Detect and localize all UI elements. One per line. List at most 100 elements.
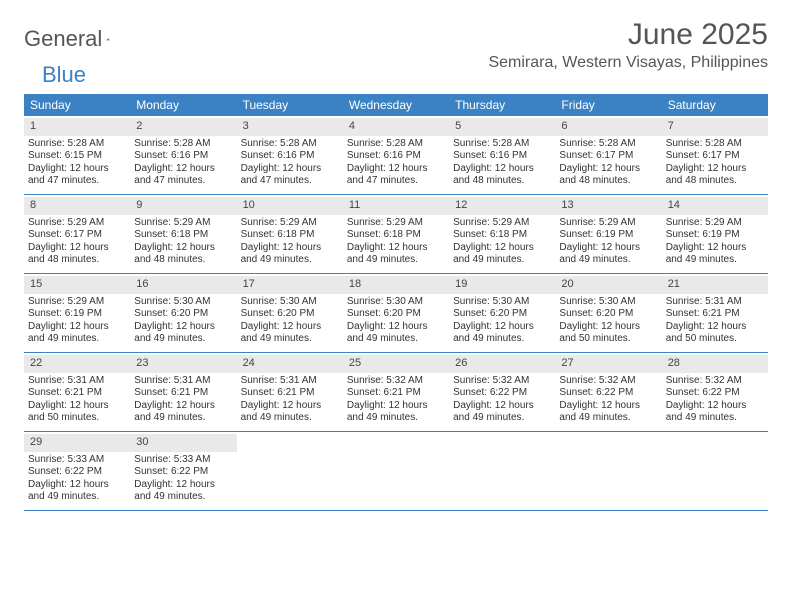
day-day2: and 47 minutes. xyxy=(347,175,445,188)
day-day2: and 48 minutes. xyxy=(453,175,551,188)
day-day2: and 49 minutes. xyxy=(666,254,764,267)
day-cell-blank xyxy=(662,432,768,510)
day-number: 18 xyxy=(343,276,449,294)
day-cell: 20Sunrise: 5:30 AMSunset: 6:20 PMDayligh… xyxy=(555,274,661,352)
day-number: 11 xyxy=(343,197,449,215)
day-sunset: Sunset: 6:21 PM xyxy=(666,308,764,321)
day-day1: Daylight: 12 hours xyxy=(666,321,764,334)
day-day1: Daylight: 12 hours xyxy=(453,400,551,413)
day-sunrise: Sunrise: 5:28 AM xyxy=(453,138,551,151)
day-day2: and 49 minutes. xyxy=(666,412,764,425)
day-sunset: Sunset: 6:21 PM xyxy=(347,387,445,400)
dow-monday: Monday xyxy=(130,94,236,116)
week-row: 1 Sunrise: 5:28 AM Sunset: 6:15 PM Daylight… xyxy=(24,116,768,195)
day-day2: and 49 minutes. xyxy=(347,333,445,346)
day-sunset: Sunset: 6:15 PM xyxy=(28,150,126,163)
day-cell: 29Sunrise: 5:33 AMSunset: 6:22 PMDayligh… xyxy=(24,432,130,510)
day-sunset: Sunset: 6:20 PM xyxy=(134,308,232,321)
day-day2: and 47 minutes. xyxy=(241,175,339,188)
day-sunset: Sunset: 6:18 PM xyxy=(347,229,445,242)
day-sunset: Sunset: 6:20 PM xyxy=(241,308,339,321)
day-sunrise: Sunrise: 5:28 AM xyxy=(134,138,232,151)
day-day1: Daylight: 12 hours xyxy=(134,321,232,334)
logo-word2: Blue xyxy=(42,62,86,88)
day-sunset: Sunset: 6:16 PM xyxy=(347,150,445,163)
week-row: 8Sunrise: 5:29 AMSunset: 6:17 PMDaylight… xyxy=(24,195,768,274)
day-number: 26 xyxy=(449,355,555,373)
day-cell: 30Sunrise: 5:33 AMSunset: 6:22 PMDayligh… xyxy=(130,432,236,510)
day-day1: Daylight: 12 hours xyxy=(559,163,657,176)
day-number: 25 xyxy=(343,355,449,373)
page-title: June 2025 xyxy=(488,18,768,52)
day-day2: and 47 minutes. xyxy=(28,175,126,188)
day-sunset: Sunset: 6:18 PM xyxy=(453,229,551,242)
day-day2: and 49 minutes. xyxy=(134,491,232,504)
day-sunrise: Sunrise: 5:29 AM xyxy=(28,296,126,309)
day-number: 22 xyxy=(24,355,130,373)
day-day1: Daylight: 12 hours xyxy=(134,479,232,492)
day-cell: 21Sunrise: 5:31 AMSunset: 6:21 PMDayligh… xyxy=(662,274,768,352)
day-sunset: Sunset: 6:17 PM xyxy=(28,229,126,242)
day-number: 17 xyxy=(237,276,343,294)
day-day2: and 49 minutes. xyxy=(453,254,551,267)
day-cell: 18Sunrise: 5:30 AMSunset: 6:20 PMDayligh… xyxy=(343,274,449,352)
day-sunset: Sunset: 6:16 PM xyxy=(453,150,551,163)
day-cell: 14Sunrise: 5:29 AMSunset: 6:19 PMDayligh… xyxy=(662,195,768,273)
day-day1: Daylight: 12 hours xyxy=(347,242,445,255)
day-day1: Daylight: 12 hours xyxy=(28,479,126,492)
day-day1: Daylight: 12 hours xyxy=(666,163,764,176)
day-sunset: Sunset: 6:21 PM xyxy=(28,387,126,400)
day-day1: Daylight: 12 hours xyxy=(134,400,232,413)
calendar: Sunday Monday Tuesday Wednesday Thursday… xyxy=(24,94,768,511)
day-sunset: Sunset: 6:16 PM xyxy=(241,150,339,163)
day-number: 13 xyxy=(555,197,661,215)
day-cell: 27Sunrise: 5:32 AMSunset: 6:22 PMDayligh… xyxy=(555,353,661,431)
day-cell-blank xyxy=(237,432,343,510)
day-day2: and 49 minutes. xyxy=(28,491,126,504)
day-day1: Daylight: 12 hours xyxy=(134,242,232,255)
day-sunrise: Sunrise: 5:31 AM xyxy=(241,375,339,388)
day-sunset: Sunset: 6:21 PM xyxy=(134,387,232,400)
location-label: Semirara, Western Visayas, Philippines xyxy=(488,54,768,72)
day-day2: and 49 minutes. xyxy=(347,254,445,267)
day-cell: 26Sunrise: 5:32 AMSunset: 6:22 PMDayligh… xyxy=(449,353,555,431)
day-number: 4 xyxy=(343,118,449,136)
day-cell-blank xyxy=(449,432,555,510)
day-sunset: Sunset: 6:22 PM xyxy=(559,387,657,400)
day-sunrise: Sunrise: 5:30 AM xyxy=(453,296,551,309)
day-cell: 1Sunrise: 5:28 AMSunset: 6:15 PMDaylight… xyxy=(24,116,130,194)
logo-word1: General xyxy=(24,26,102,52)
day-cell: 11Sunrise: 5:29 AMSunset: 6:18 PMDayligh… xyxy=(343,195,449,273)
day-day2: and 48 minutes. xyxy=(559,175,657,188)
day-sunrise: Sunrise: 5:31 AM xyxy=(134,375,232,388)
day-number: 23 xyxy=(130,355,236,373)
day-number: 29 xyxy=(24,434,130,452)
day-number: 1 xyxy=(24,118,130,136)
day-day1: Daylight: 12 hours xyxy=(559,400,657,413)
day-sunset: Sunset: 6:18 PM xyxy=(134,229,232,242)
day-cell: 3Sunrise: 5:28 AMSunset: 6:16 PMDaylight… xyxy=(237,116,343,194)
title-block: June 2025 Semirara, Western Visayas, Phi… xyxy=(488,18,768,72)
day-cell: 9Sunrise: 5:29 AMSunset: 6:18 PMDaylight… xyxy=(130,195,236,273)
day-number: 3 xyxy=(237,118,343,136)
day-sunrise: Sunrise: 5:29 AM xyxy=(559,217,657,230)
day-sunset: Sunset: 6:19 PM xyxy=(559,229,657,242)
day-number: 7 xyxy=(662,118,768,136)
day-cell: 12Sunrise: 5:29 AMSunset: 6:18 PMDayligh… xyxy=(449,195,555,273)
day-day2: and 49 minutes. xyxy=(347,412,445,425)
day-day1: Daylight: 12 hours xyxy=(347,400,445,413)
day-day1: Daylight: 12 hours xyxy=(241,163,339,176)
day-cell: 19Sunrise: 5:30 AMSunset: 6:20 PMDayligh… xyxy=(449,274,555,352)
day-day2: and 49 minutes. xyxy=(453,333,551,346)
day-number: 27 xyxy=(555,355,661,373)
day-day2: and 49 minutes. xyxy=(559,254,657,267)
day-cell: 25Sunrise: 5:32 AMSunset: 6:21 PMDayligh… xyxy=(343,353,449,431)
day-sunset: Sunset: 6:19 PM xyxy=(28,308,126,321)
day-day2: and 49 minutes. xyxy=(453,412,551,425)
day-sunrise: Sunrise: 5:30 AM xyxy=(134,296,232,309)
day-day1: Daylight: 12 hours xyxy=(241,321,339,334)
day-sunrise: Sunrise: 5:29 AM xyxy=(241,217,339,230)
day-sunset: Sunset: 6:21 PM xyxy=(241,387,339,400)
day-sunrise: Sunrise: 5:28 AM xyxy=(559,138,657,151)
day-cell: 4Sunrise: 5:28 AMSunset: 6:16 PMDaylight… xyxy=(343,116,449,194)
